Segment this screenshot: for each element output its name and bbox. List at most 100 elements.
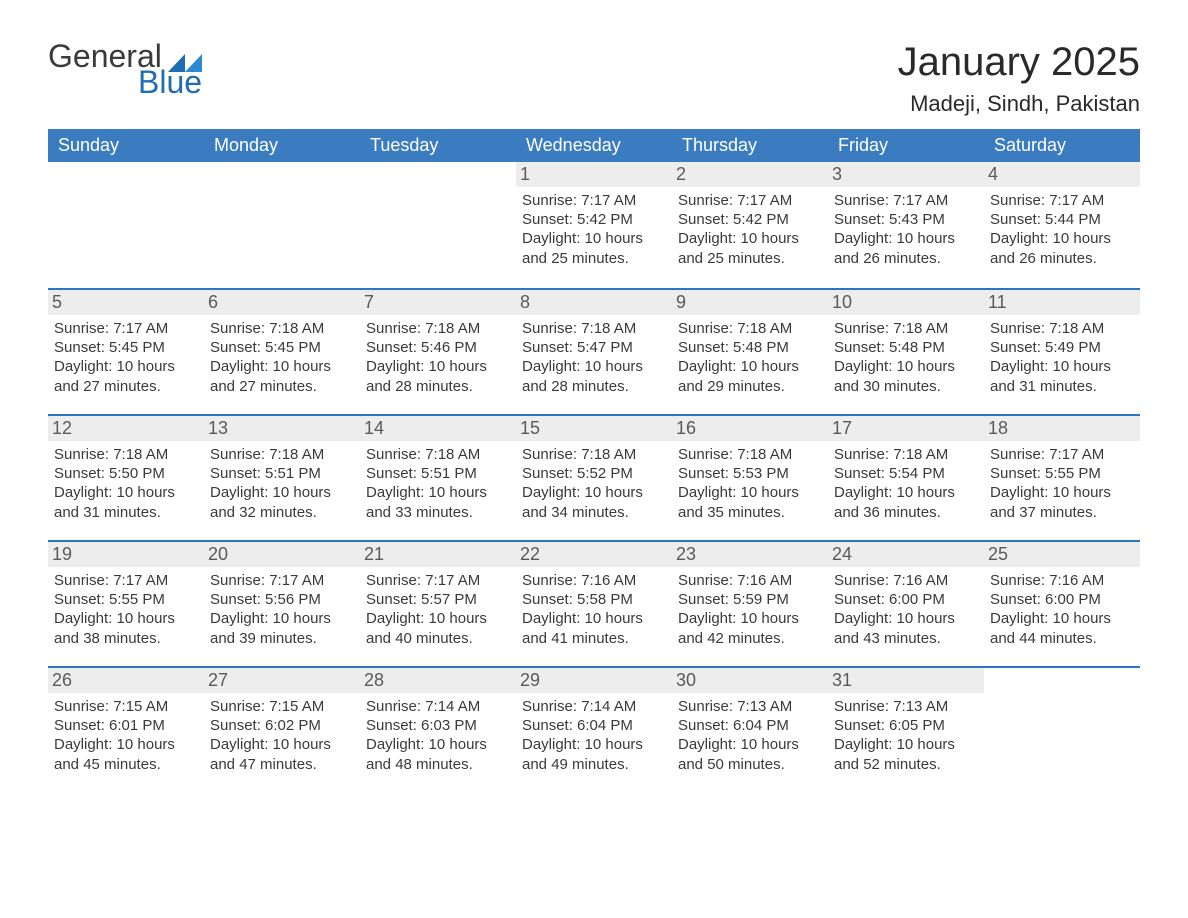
weekday-header: Friday [828,129,984,162]
daylight-line: Daylight: 10 hours and 39 minutes. [210,609,354,647]
sunset-line: Sunset: 5:58 PM [522,590,666,609]
sunrise-line: Sunrise: 7:17 AM [54,571,198,590]
daylight-line: Daylight: 10 hours and 26 minutes. [990,229,1134,267]
day-number: 17 [828,416,984,441]
sunset-line: Sunset: 5:48 PM [834,338,978,357]
calendar-day: 15Sunrise: 7:18 AMSunset: 5:52 PMDayligh… [516,416,672,540]
calendar-day: 24Sunrise: 7:16 AMSunset: 6:00 PMDayligh… [828,542,984,666]
daylight-line: Daylight: 10 hours and 38 minutes. [54,609,198,647]
calendar-day: 13Sunrise: 7:18 AMSunset: 5:51 PMDayligh… [204,416,360,540]
sunset-line: Sunset: 6:03 PM [366,716,510,735]
daylight-line: Daylight: 10 hours and 45 minutes. [54,735,198,773]
calendar-day: 9Sunrise: 7:18 AMSunset: 5:48 PMDaylight… [672,290,828,414]
sunrise-line: Sunrise: 7:14 AM [366,697,510,716]
sunset-line: Sunset: 5:52 PM [522,464,666,483]
daylight-line: Daylight: 10 hours and 27 minutes. [54,357,198,395]
daylight-line: Daylight: 10 hours and 40 minutes. [366,609,510,647]
day-number: 26 [48,668,204,693]
day-number: 13 [204,416,360,441]
calendar-week: 19Sunrise: 7:17 AMSunset: 5:55 PMDayligh… [48,540,1140,666]
daylight-line: Daylight: 10 hours and 34 minutes. [522,483,666,521]
day-number: 2 [672,162,828,187]
day-number: 31 [828,668,984,693]
daylight-line: Daylight: 10 hours and 28 minutes. [522,357,666,395]
day-number: 5 [48,290,204,315]
sunrise-line: Sunrise: 7:13 AM [834,697,978,716]
daylight-line: Daylight: 10 hours and 49 minutes. [522,735,666,773]
calendar-day: 19 Sunrise: 7:17 AMSunset: 5:55 PMDayligh… [48,542,204,666]
sunset-line: Sunset: 6:05 PM [834,716,978,735]
day-number: 19 [48,542,204,567]
calendar-day: 25Sunrise: 7:16 AMSunset: 6:00 PMDayligh… [984,542,1140,666]
sunrise-line: Sunrise: 7:18 AM [678,445,822,464]
daylight-line: Daylight: 10 hours and 31 minutes. [990,357,1134,395]
daylight-line: Daylight: 10 hours and 28 minutes. [366,357,510,395]
sunrise-line: Sunrise: 7:16 AM [678,571,822,590]
sunrise-line: Sunrise: 7:18 AM [54,445,198,464]
calendar-day: 16Sunrise: 7:18 AMSunset: 5:53 PMDayligh… [672,416,828,540]
calendar-week: 26Sunrise: 7:15 AMSunset: 6:01 PMDayligh… [48,666,1140,792]
daylight-line: Daylight: 10 hours and 35 minutes. [678,483,822,521]
logo-text-blue: Blue [48,66,202,98]
sunrise-line: Sunrise: 7:16 AM [522,571,666,590]
sunset-line: Sunset: 6:00 PM [834,590,978,609]
day-number: 29 [516,668,672,693]
sunset-line: Sunset: 5:55 PM [54,590,198,609]
sunrise-line: Sunrise: 7:13 AM [678,697,822,716]
sunset-line: Sunset: 5:51 PM [210,464,354,483]
calendar-day: 20Sunrise: 7:17 AMSunset: 5:56 PMDayligh… [204,542,360,666]
day-number: 20 [204,542,360,567]
sunrise-line: Sunrise: 7:17 AM [678,191,822,210]
weekday-header: Wednesday [516,129,672,162]
weekday-header: Sunday [48,129,204,162]
daylight-line: Daylight: 10 hours and 25 minutes. [522,229,666,267]
sunrise-line: Sunrise: 7:17 AM [990,191,1134,210]
day-number: 23 [672,542,828,567]
sunset-line: Sunset: 5:51 PM [366,464,510,483]
sunset-line: Sunset: 5:49 PM [990,338,1134,357]
day-number: 3 [828,162,984,187]
sunrise-line: Sunrise: 7:18 AM [990,319,1134,338]
sunset-line: Sunset: 6:02 PM [210,716,354,735]
sunrise-line: Sunrise: 7:18 AM [522,319,666,338]
sunset-line: Sunset: 5:50 PM [54,464,198,483]
sunrise-line: Sunrise: 7:16 AM [834,571,978,590]
daylight-line: Daylight: 10 hours and 25 minutes. [678,229,822,267]
calendar-day [984,668,1140,792]
day-number: 9 [672,290,828,315]
sunrise-line: Sunrise: 7:18 AM [210,319,354,338]
page-title: January 2025 [898,40,1140,85]
sunset-line: Sunset: 6:04 PM [678,716,822,735]
daylight-line: Daylight: 10 hours and 30 minutes. [834,357,978,395]
calendar-day: 10Sunrise: 7:18 AMSunset: 5:48 PMDayligh… [828,290,984,414]
daylight-line: Daylight: 10 hours and 37 minutes. [990,483,1134,521]
location-subtitle: Madeji, Sindh, Pakistan [898,91,1140,117]
sunset-line: Sunset: 5:53 PM [678,464,822,483]
sunrise-line: Sunrise: 7:17 AM [210,571,354,590]
sunrise-line: Sunrise: 7:17 AM [366,571,510,590]
day-number: 10 [828,290,984,315]
calendar-day: 14Sunrise: 7:18 AMSunset: 5:51 PMDayligh… [360,416,516,540]
sunrise-line: Sunrise: 7:14 AM [522,697,666,716]
day-number: 27 [204,668,360,693]
day-number: 12 [48,416,204,441]
day-number: 6 [204,290,360,315]
day-number: 1 [516,162,672,187]
weekday-header: Saturday [984,129,1140,162]
sunset-line: Sunset: 5:46 PM [366,338,510,357]
daylight-line: Daylight: 10 hours and 52 minutes. [834,735,978,773]
daylight-line: Daylight: 10 hours and 47 minutes. [210,735,354,773]
daylight-line: Daylight: 10 hours and 29 minutes. [678,357,822,395]
daylight-line: Daylight: 10 hours and 41 minutes. [522,609,666,647]
logo: General Blue [48,40,202,98]
day-number: 18 [984,416,1140,441]
daylight-line: Daylight: 10 hours and 31 minutes. [54,483,198,521]
daylight-line: Daylight: 10 hours and 33 minutes. [366,483,510,521]
day-number: 30 [672,668,828,693]
sunrise-line: Sunrise: 7:16 AM [990,571,1134,590]
sunrise-line: Sunrise: 7:17 AM [990,445,1134,464]
sunset-line: Sunset: 5:45 PM [210,338,354,357]
sunset-line: Sunset: 5:45 PM [54,338,198,357]
daylight-line: Daylight: 10 hours and 48 minutes. [366,735,510,773]
day-number: 14 [360,416,516,441]
